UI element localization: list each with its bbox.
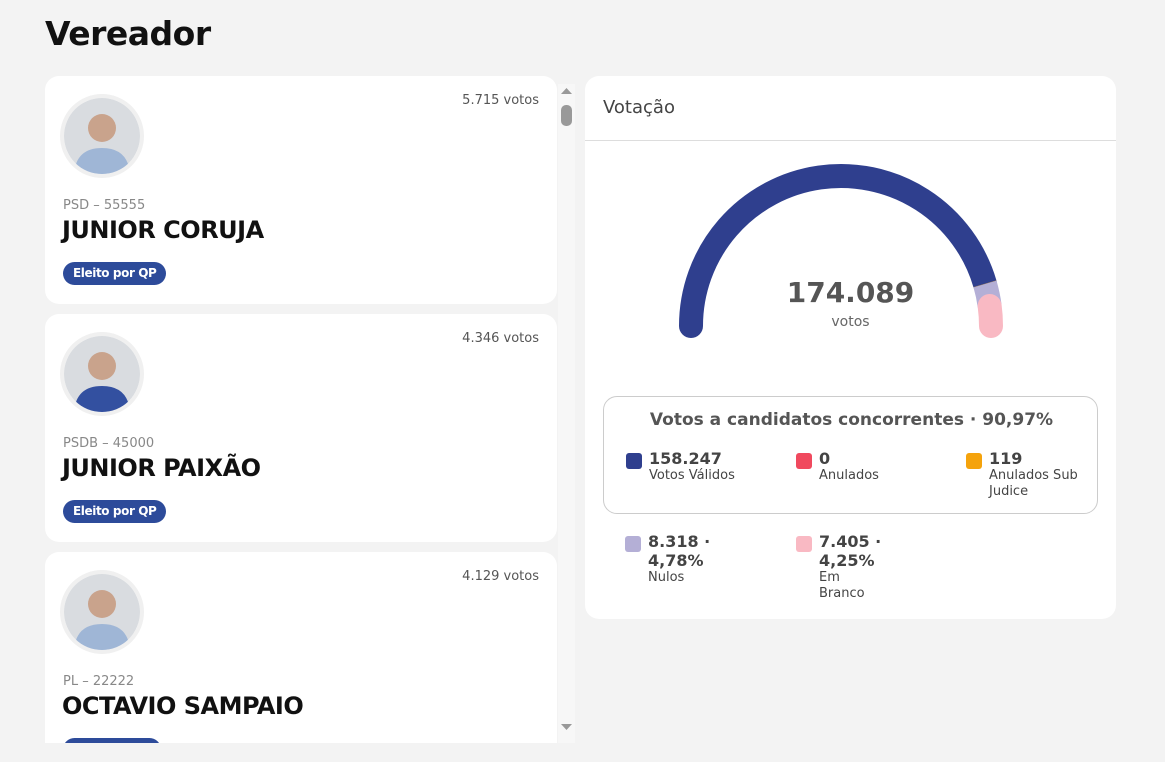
- candidate-card: 5.715 votos PSD – 55555 JUNIOR CORUJA Eleit…: [45, 76, 557, 304]
- candidate-photo: [60, 332, 144, 416]
- vote-count: 5.715 votos: [462, 93, 539, 108]
- legend-value: 158.247: [649, 449, 722, 468]
- candidate-name: OCTAVIO SAMPAIO: [62, 692, 304, 720]
- candidate-photo: [60, 94, 144, 178]
- legend-item: 119 Anulados Sub Judice: [966, 449, 1086, 500]
- legend-value: 7.405 · 4,25%: [819, 532, 882, 570]
- status-badge: [63, 738, 161, 743]
- voting-panel: Votação 174.089 votos Votos a candidatos…: [585, 76, 1116, 619]
- legend-item: 8.318 · 4,78% Nulos: [625, 532, 715, 586]
- party-number: PSDB – 45000: [63, 436, 155, 451]
- legend-label: Votos Válidos: [649, 468, 735, 483]
- candidate-name: JUNIOR CORUJA: [62, 216, 264, 244]
- candidate-photo: [60, 570, 144, 654]
- legend-swatch: [796, 536, 812, 552]
- page-title: Vereador: [45, 14, 211, 53]
- total-votes: 174.089: [786, 276, 915, 309]
- legend-swatch: [966, 453, 982, 469]
- summary-box: Votos a candidatos concorrentes · 90,97%…: [603, 396, 1098, 514]
- legend-swatch: [626, 453, 642, 469]
- scrollbar[interactable]: [558, 84, 575, 743]
- party-number: PL – 22222: [63, 674, 135, 689]
- panel-title: Votação: [603, 97, 675, 118]
- candidate-name: JUNIOR PAIXÃO: [62, 454, 261, 482]
- vote-count: 4.129 votos: [462, 569, 539, 584]
- legend-value: 119: [989, 449, 1023, 468]
- legend-swatch: [625, 536, 641, 552]
- legend-label: Em Branco: [819, 570, 865, 601]
- legend-value: 8.318 · 4,78%: [648, 532, 711, 570]
- gauge: [679, 164, 1003, 338]
- candidate-card: 4.346 votos PSDB – 45000 JUNIOR PAIXÃO Elei…: [45, 314, 557, 542]
- status-badge: Eleito por QP: [63, 262, 167, 285]
- legend-swatch: [796, 453, 812, 469]
- legend-item: 158.247 Votos Válidos: [626, 449, 746, 484]
- status-badge: Eleito por QP: [63, 500, 167, 523]
- gauge-segment: [977, 294, 1003, 338]
- candidate-card: 4.129 votos PL – 22222 OCTAVIO SAMPAIO: [45, 552, 557, 743]
- vote-count: 4.346 votos: [462, 331, 539, 346]
- candidate-list: 5.715 votos PSD – 55555 JUNIOR CORUJA Eleit…: [45, 76, 557, 743]
- legend-item: 0 Anulados: [796, 449, 916, 484]
- legend-item: 7.405 · 4,25% Em Branco: [796, 532, 886, 602]
- summary-title: Votos a candidatos concorrentes · 90,97%: [649, 410, 1054, 430]
- legend-label: Anulados Sub Judice: [989, 468, 1078, 499]
- legend-label: Nulos: [648, 570, 685, 585]
- legend-value: 0: [819, 449, 831, 468]
- party-number: PSD – 55555: [63, 198, 146, 213]
- legend-label: Anulados: [819, 468, 879, 483]
- total-label: votos: [831, 314, 870, 330]
- gauge-segment: [679, 164, 997, 338]
